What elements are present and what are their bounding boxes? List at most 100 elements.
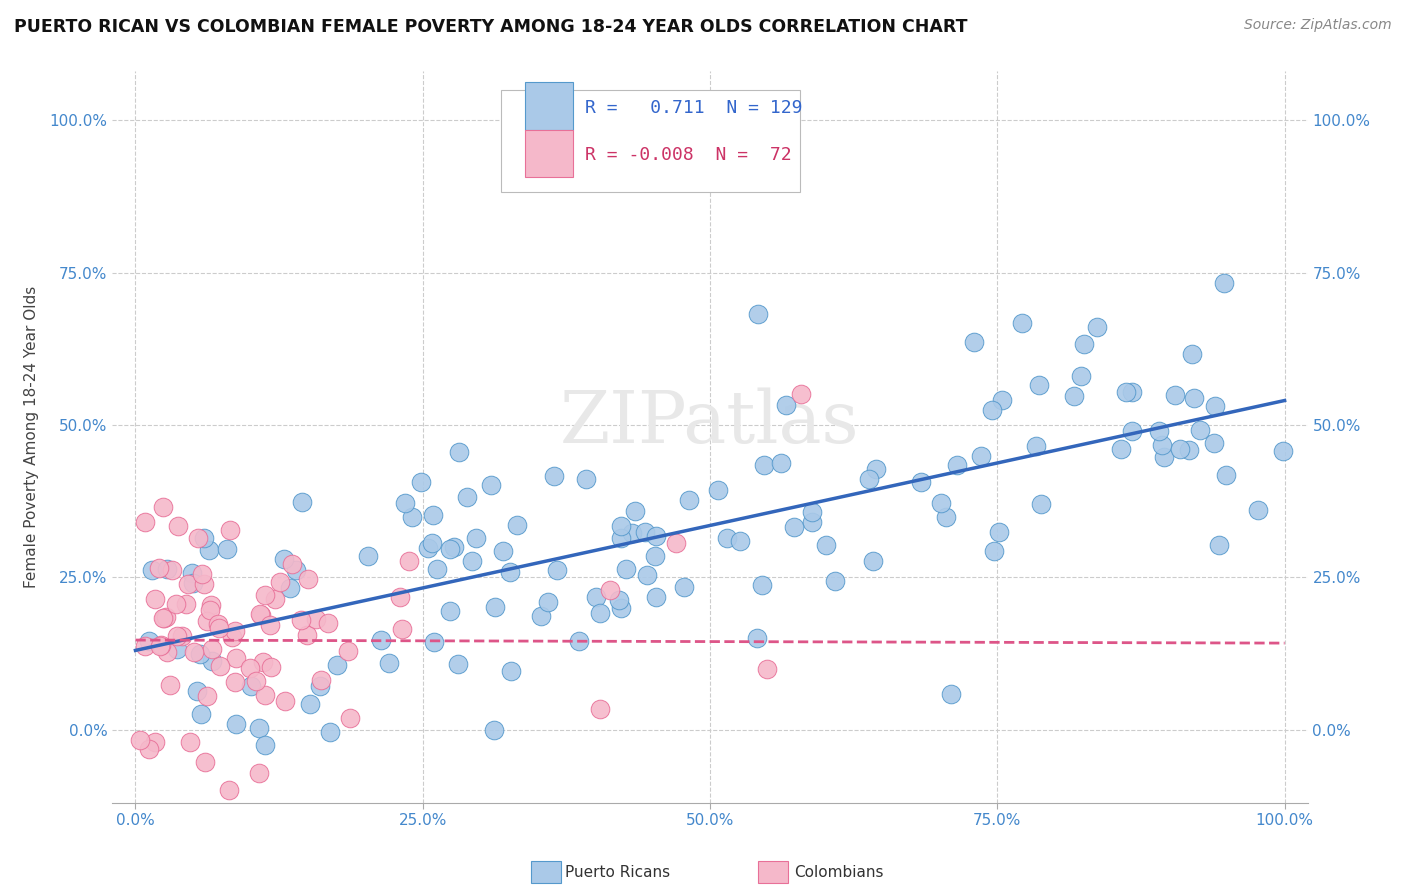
Point xyxy=(607,592,630,607)
Point xyxy=(610,601,633,615)
Point xyxy=(645,529,668,543)
Point xyxy=(1063,389,1085,403)
Point xyxy=(259,618,281,632)
Point xyxy=(186,684,208,698)
Point xyxy=(484,723,506,737)
Point xyxy=(865,462,887,476)
Point xyxy=(537,594,560,608)
Point xyxy=(1115,384,1137,399)
Point xyxy=(153,611,176,625)
Point xyxy=(278,581,301,595)
Point xyxy=(149,639,172,653)
FancyBboxPatch shape xyxy=(501,90,800,192)
Point xyxy=(138,634,160,648)
Point xyxy=(609,531,631,545)
Point xyxy=(134,640,156,654)
Text: ZIPatlas: ZIPatlas xyxy=(560,387,860,458)
Point xyxy=(291,494,314,508)
Point xyxy=(443,540,465,554)
Point xyxy=(326,658,349,673)
Point xyxy=(218,783,240,797)
Point xyxy=(201,654,224,668)
Point xyxy=(245,674,267,689)
Point xyxy=(599,583,621,598)
Point xyxy=(946,458,969,472)
Point xyxy=(983,544,1005,558)
Point xyxy=(197,543,219,558)
Point xyxy=(247,766,270,780)
Point xyxy=(672,581,695,595)
Point xyxy=(1182,392,1205,406)
Point xyxy=(183,645,205,659)
Point xyxy=(585,590,607,604)
Point xyxy=(568,633,591,648)
Point xyxy=(156,562,179,576)
Point xyxy=(981,402,1004,417)
Point xyxy=(1029,497,1052,511)
Point xyxy=(418,541,440,555)
Point xyxy=(401,509,423,524)
Point xyxy=(987,525,1010,540)
Point xyxy=(423,635,446,649)
Text: Puerto Ricans: Puerto Ricans xyxy=(565,864,671,880)
Point xyxy=(752,458,775,472)
Point xyxy=(1202,436,1225,450)
Point xyxy=(224,674,246,689)
Point xyxy=(706,483,728,497)
Point xyxy=(1247,503,1270,517)
Point xyxy=(775,398,797,412)
Point xyxy=(624,504,647,518)
Point xyxy=(1164,388,1187,402)
Point xyxy=(935,509,957,524)
Point xyxy=(215,542,238,557)
Point xyxy=(391,622,413,636)
Point xyxy=(290,614,312,628)
Point xyxy=(134,515,156,529)
Point xyxy=(252,656,274,670)
Point xyxy=(769,457,792,471)
Point xyxy=(316,616,339,631)
Point xyxy=(962,335,984,350)
Point xyxy=(801,505,824,519)
Point xyxy=(790,387,813,401)
Point xyxy=(388,591,411,605)
Point xyxy=(253,738,276,752)
Point xyxy=(1208,538,1230,552)
Point xyxy=(177,577,200,591)
Point xyxy=(1121,425,1143,439)
Point xyxy=(273,551,295,566)
Point xyxy=(378,656,401,670)
Point xyxy=(200,598,222,612)
Point xyxy=(160,563,183,577)
Point xyxy=(1188,423,1211,437)
Point xyxy=(166,629,188,643)
Point xyxy=(678,493,700,508)
Point xyxy=(159,678,181,692)
Point xyxy=(970,450,993,464)
Point xyxy=(800,515,823,529)
Point xyxy=(152,611,174,625)
Point xyxy=(148,561,170,575)
Text: R =   0.711  N = 129: R = 0.711 N = 129 xyxy=(585,99,801,117)
Point xyxy=(295,628,318,642)
Point xyxy=(195,614,218,628)
Point xyxy=(610,519,633,533)
Point xyxy=(862,554,884,568)
Point xyxy=(420,536,443,550)
Point xyxy=(247,721,270,735)
Point xyxy=(207,616,229,631)
Point xyxy=(339,711,361,725)
Point xyxy=(337,644,360,658)
Point xyxy=(208,659,231,673)
Point xyxy=(644,590,666,604)
Point xyxy=(747,631,769,645)
Point xyxy=(253,588,276,602)
Point xyxy=(1213,276,1236,290)
Point xyxy=(751,578,773,592)
Point xyxy=(1147,424,1170,438)
Point xyxy=(281,558,304,572)
Point xyxy=(181,566,204,580)
Point xyxy=(143,591,166,606)
Point xyxy=(174,597,197,611)
Point xyxy=(456,490,478,504)
